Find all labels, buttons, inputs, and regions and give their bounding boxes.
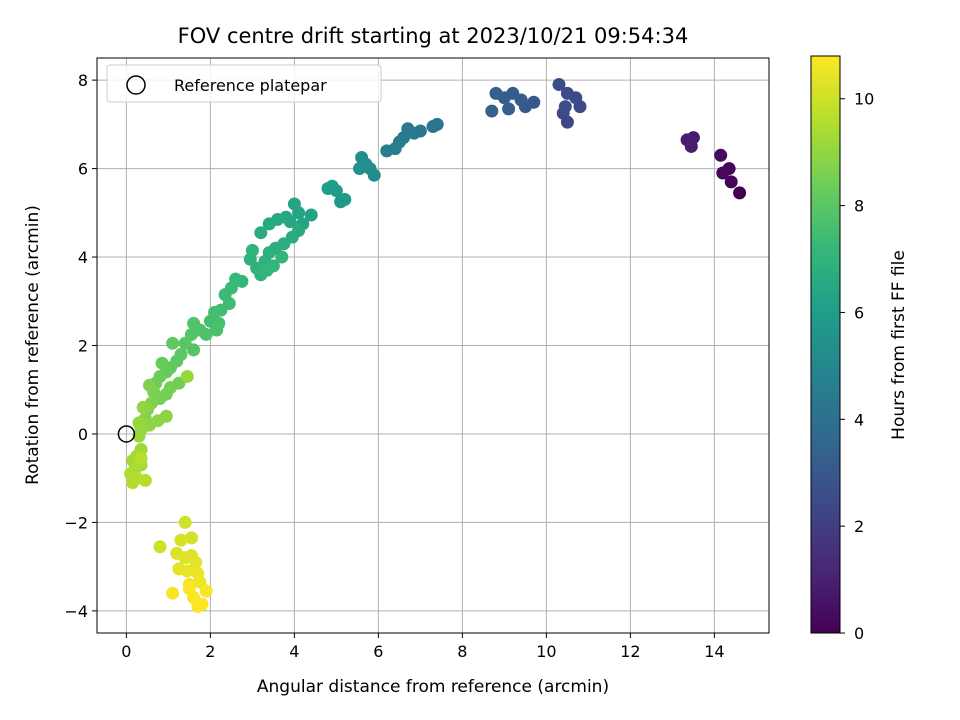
y-tick-label: 2 bbox=[78, 337, 88, 356]
data-point bbox=[189, 555, 203, 569]
colorbar: 0 2 4 6 8 10 Hours from first FF file bbox=[810, 55, 909, 643]
data-point bbox=[245, 243, 259, 257]
data-point bbox=[187, 316, 201, 330]
data-point bbox=[143, 378, 156, 392]
data-point bbox=[355, 151, 369, 165]
data-point bbox=[155, 356, 169, 370]
data-point bbox=[502, 102, 516, 116]
legend: Reference platepar bbox=[106, 64, 382, 103]
colorbar-gradient bbox=[810, 55, 841, 634]
legend-entry: Reference platepar bbox=[174, 76, 327, 95]
data-point bbox=[262, 217, 276, 231]
colorbar-ticks: 0 2 4 6 8 10 bbox=[840, 90, 874, 643]
data-point bbox=[287, 197, 301, 211]
data-point bbox=[180, 369, 194, 383]
data-point bbox=[199, 584, 213, 598]
x-axis-label: Angular distance from reference (arcmin) bbox=[257, 677, 609, 697]
y-tick-label: 6 bbox=[78, 160, 88, 179]
y-tick-label: −2 bbox=[64, 513, 88, 532]
x-tick-label: 2 bbox=[205, 642, 215, 661]
colorbar-tick-label: 2 bbox=[854, 517, 864, 536]
data-point bbox=[178, 336, 192, 350]
colorbar-tick-label: 4 bbox=[854, 410, 864, 429]
data-point bbox=[714, 148, 728, 162]
colorbar-tick-label: 0 bbox=[854, 624, 864, 643]
data-point bbox=[426, 120, 440, 134]
data-point bbox=[138, 473, 152, 487]
x-tick-label: 12 bbox=[620, 642, 640, 661]
data-point bbox=[180, 564, 194, 578]
x-tick-label: 4 bbox=[289, 642, 299, 661]
colorbar-label: Hours from first FF file bbox=[889, 250, 909, 440]
data-point bbox=[489, 86, 503, 100]
data-point bbox=[132, 416, 146, 430]
reference-marker bbox=[117, 425, 136, 443]
data-point bbox=[166, 336, 180, 350]
y-axis-label: Rotation from reference (arcmin) bbox=[23, 205, 43, 485]
legend-box bbox=[106, 64, 382, 103]
x-tick-label: 0 bbox=[121, 642, 131, 661]
data-point bbox=[136, 400, 150, 414]
data-point bbox=[185, 531, 198, 545]
data-point bbox=[153, 540, 167, 554]
data-point bbox=[166, 586, 180, 600]
x-tick-label: 6 bbox=[373, 642, 383, 661]
data-point bbox=[260, 263, 274, 277]
y-axis: −4 −2 0 2 4 6 8 bbox=[64, 71, 97, 621]
x-axis: 0 2 4 6 8 10 12 14 bbox=[121, 633, 725, 661]
y-tick-label: 4 bbox=[78, 248, 88, 267]
x-tick-label: 10 bbox=[536, 642, 556, 661]
data-point bbox=[338, 193, 352, 207]
data-point bbox=[380, 144, 394, 158]
data-point bbox=[560, 86, 574, 100]
data-point bbox=[716, 166, 730, 180]
data-point bbox=[174, 533, 188, 547]
data-point bbox=[275, 250, 289, 264]
legend-marker bbox=[126, 75, 146, 95]
data-point bbox=[680, 133, 694, 147]
data-point bbox=[182, 582, 196, 596]
data-point bbox=[558, 100, 572, 114]
data-point bbox=[321, 181, 335, 195]
colorbar-tick-label: 10 bbox=[854, 90, 874, 109]
data-point bbox=[733, 186, 747, 200]
data-point bbox=[134, 451, 148, 465]
data-point bbox=[195, 597, 209, 611]
data-point bbox=[485, 104, 499, 118]
data-point bbox=[552, 78, 566, 92]
colorbar-tick-label: 8 bbox=[854, 197, 864, 216]
y-tick-label: 8 bbox=[78, 71, 88, 90]
colorbar-tick-label: 6 bbox=[854, 303, 864, 322]
data-point bbox=[178, 515, 192, 529]
data-point bbox=[132, 429, 146, 443]
data-point bbox=[353, 162, 366, 176]
y-tick-label: 0 bbox=[78, 425, 88, 444]
x-tick-label: 14 bbox=[704, 642, 724, 661]
x-tick-label: 8 bbox=[457, 642, 467, 661]
grid-lines bbox=[97, 58, 769, 633]
data-point bbox=[254, 226, 268, 240]
data-points bbox=[124, 78, 747, 613]
data-point bbox=[304, 208, 318, 222]
y-tick-label: −4 bbox=[64, 602, 88, 621]
data-point bbox=[126, 476, 140, 490]
data-point bbox=[210, 323, 224, 337]
data-point bbox=[724, 175, 738, 189]
chart-title: FOV centre drift starting at 2023/10/21 … bbox=[178, 24, 689, 48]
